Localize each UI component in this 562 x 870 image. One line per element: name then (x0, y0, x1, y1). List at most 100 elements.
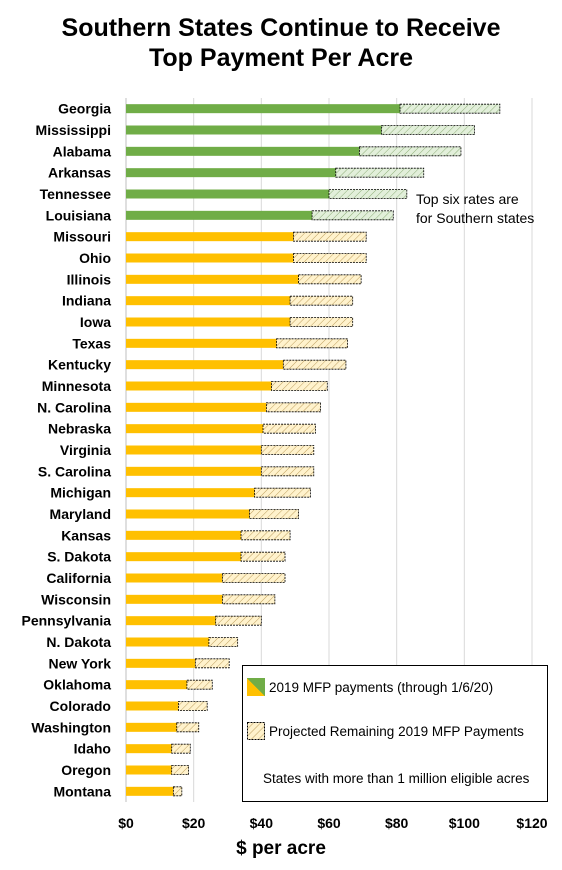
bar-projected (260, 466, 315, 477)
bar-paid (126, 168, 336, 178)
bar-paid (126, 296, 291, 306)
bar-projected (254, 487, 311, 498)
category-label: Arkansas (48, 165, 111, 181)
x-tick-label: $0 (118, 815, 134, 831)
bar-projected (399, 103, 501, 114)
annotation-line-2: for Southern states (416, 210, 535, 226)
category-label: Missouri (53, 229, 111, 245)
bar-projected (240, 551, 286, 562)
bar-projected (282, 359, 347, 370)
x-tick-labels: $0 $20 $40 $60 $80 $100 $120 (118, 815, 548, 831)
legend-item-projected: Projected Remaining 2019 MFP Payments (247, 722, 524, 740)
category-label: Louisiana (46, 207, 112, 223)
category-label: Montana (53, 783, 111, 799)
category-label: Kentucky (48, 357, 111, 373)
category-label: Iowa (80, 314, 111, 330)
legend-note: States with more than 1 million eligible… (263, 771, 530, 786)
category-label: Maryland (50, 506, 111, 522)
category-label: Washington (31, 719, 111, 735)
category-label: Idaho (74, 741, 111, 757)
x-tick-label: $120 (516, 815, 547, 831)
bar-paid (126, 488, 255, 498)
bar-paid (126, 509, 250, 519)
bar-paid (126, 594, 223, 604)
bar-projected (172, 786, 183, 797)
legend-label-paid: 2019 MFP payments (through 1/6/20) (269, 679, 494, 695)
bar-paid (126, 125, 382, 135)
bar-projected (381, 125, 475, 135)
bar-projected (266, 402, 321, 413)
x-tick-label: $60 (317, 815, 341, 831)
category-label: Alabama (53, 143, 112, 159)
bar-projected (289, 295, 354, 306)
category-label: Wisconsin (41, 591, 111, 607)
bar-projected (222, 594, 276, 605)
bar-projected (271, 381, 328, 391)
category-labels: Georgia Mississippi Alabama Arkansas Tenness… (22, 101, 112, 800)
x-axis-label: $ per acre (236, 838, 326, 859)
legend-item-paid: 2019 MFP payments (through 1/6/20) (247, 678, 493, 696)
bar-paid (126, 104, 401, 114)
category-label: N. Carolina (37, 399, 111, 415)
bar-projected (293, 253, 367, 263)
bar-projected (260, 445, 315, 455)
annotation: Top six rates are for Southern states (416, 190, 562, 228)
bar-projected (359, 146, 462, 157)
bar-projected (311, 210, 394, 221)
category-label: N. Dakota (46, 634, 111, 650)
bar-paid (126, 338, 277, 348)
bar-paid (126, 424, 264, 434)
bar-projected (276, 338, 349, 349)
category-label: Illinois (67, 271, 112, 287)
bar-projected (289, 317, 354, 327)
bar-projected (176, 722, 200, 733)
legend-swatch-paid (247, 678, 265, 696)
category-label: Georgia (58, 101, 111, 117)
bar-paid (126, 552, 242, 562)
bar-paid (126, 317, 291, 327)
bar-paid (126, 722, 177, 732)
category-label: Oklahoma (43, 677, 111, 693)
bar-projected (171, 743, 191, 754)
category-label: S. Carolina (38, 463, 111, 479)
category-label: Nebraska (48, 421, 111, 437)
category-label: Tennessee (40, 186, 112, 202)
bar-paid (126, 360, 284, 370)
bar-projected (194, 658, 230, 669)
bar-paid (126, 573, 223, 583)
bar-projected (298, 274, 362, 285)
bar-paid (126, 701, 179, 711)
bar-projected (208, 637, 239, 647)
category-label: Texas (72, 335, 111, 351)
category-label: New York (48, 655, 111, 671)
x-tick-label: $40 (250, 815, 274, 831)
x-tick-label: $100 (449, 815, 480, 831)
category-label: Pennsylvania (22, 613, 112, 629)
chart-title-line-2: Top Payment Per Acre (149, 44, 413, 72)
bars-layer (126, 103, 501, 797)
category-label: Kansas (61, 527, 111, 543)
bar-paid (126, 744, 172, 754)
bar-paid (126, 402, 267, 412)
chart-title-line-1: Southern States Continue to Receive (61, 14, 501, 42)
bar-projected (293, 231, 367, 242)
category-label: Colorado (50, 698, 111, 714)
legend-swatch-projected (247, 722, 265, 740)
bar-paid (126, 786, 174, 796)
bar-projected (186, 679, 213, 690)
bar-paid (126, 274, 299, 284)
category-label: Michigan (50, 485, 111, 501)
bar-projected (335, 167, 425, 178)
legend: 2019 MFP payments (through 1/6/20) Proje… (242, 665, 548, 802)
bar-projected (178, 701, 208, 711)
bar-paid (126, 210, 313, 220)
bar-projected (222, 573, 286, 583)
category-label: Oregon (61, 762, 111, 778)
bar-paid (126, 445, 262, 455)
bar-projected (328, 189, 408, 199)
bar-paid (126, 765, 172, 775)
bar-paid (126, 616, 216, 626)
category-label: Mississippi (36, 122, 111, 138)
bar-projected (215, 615, 262, 626)
